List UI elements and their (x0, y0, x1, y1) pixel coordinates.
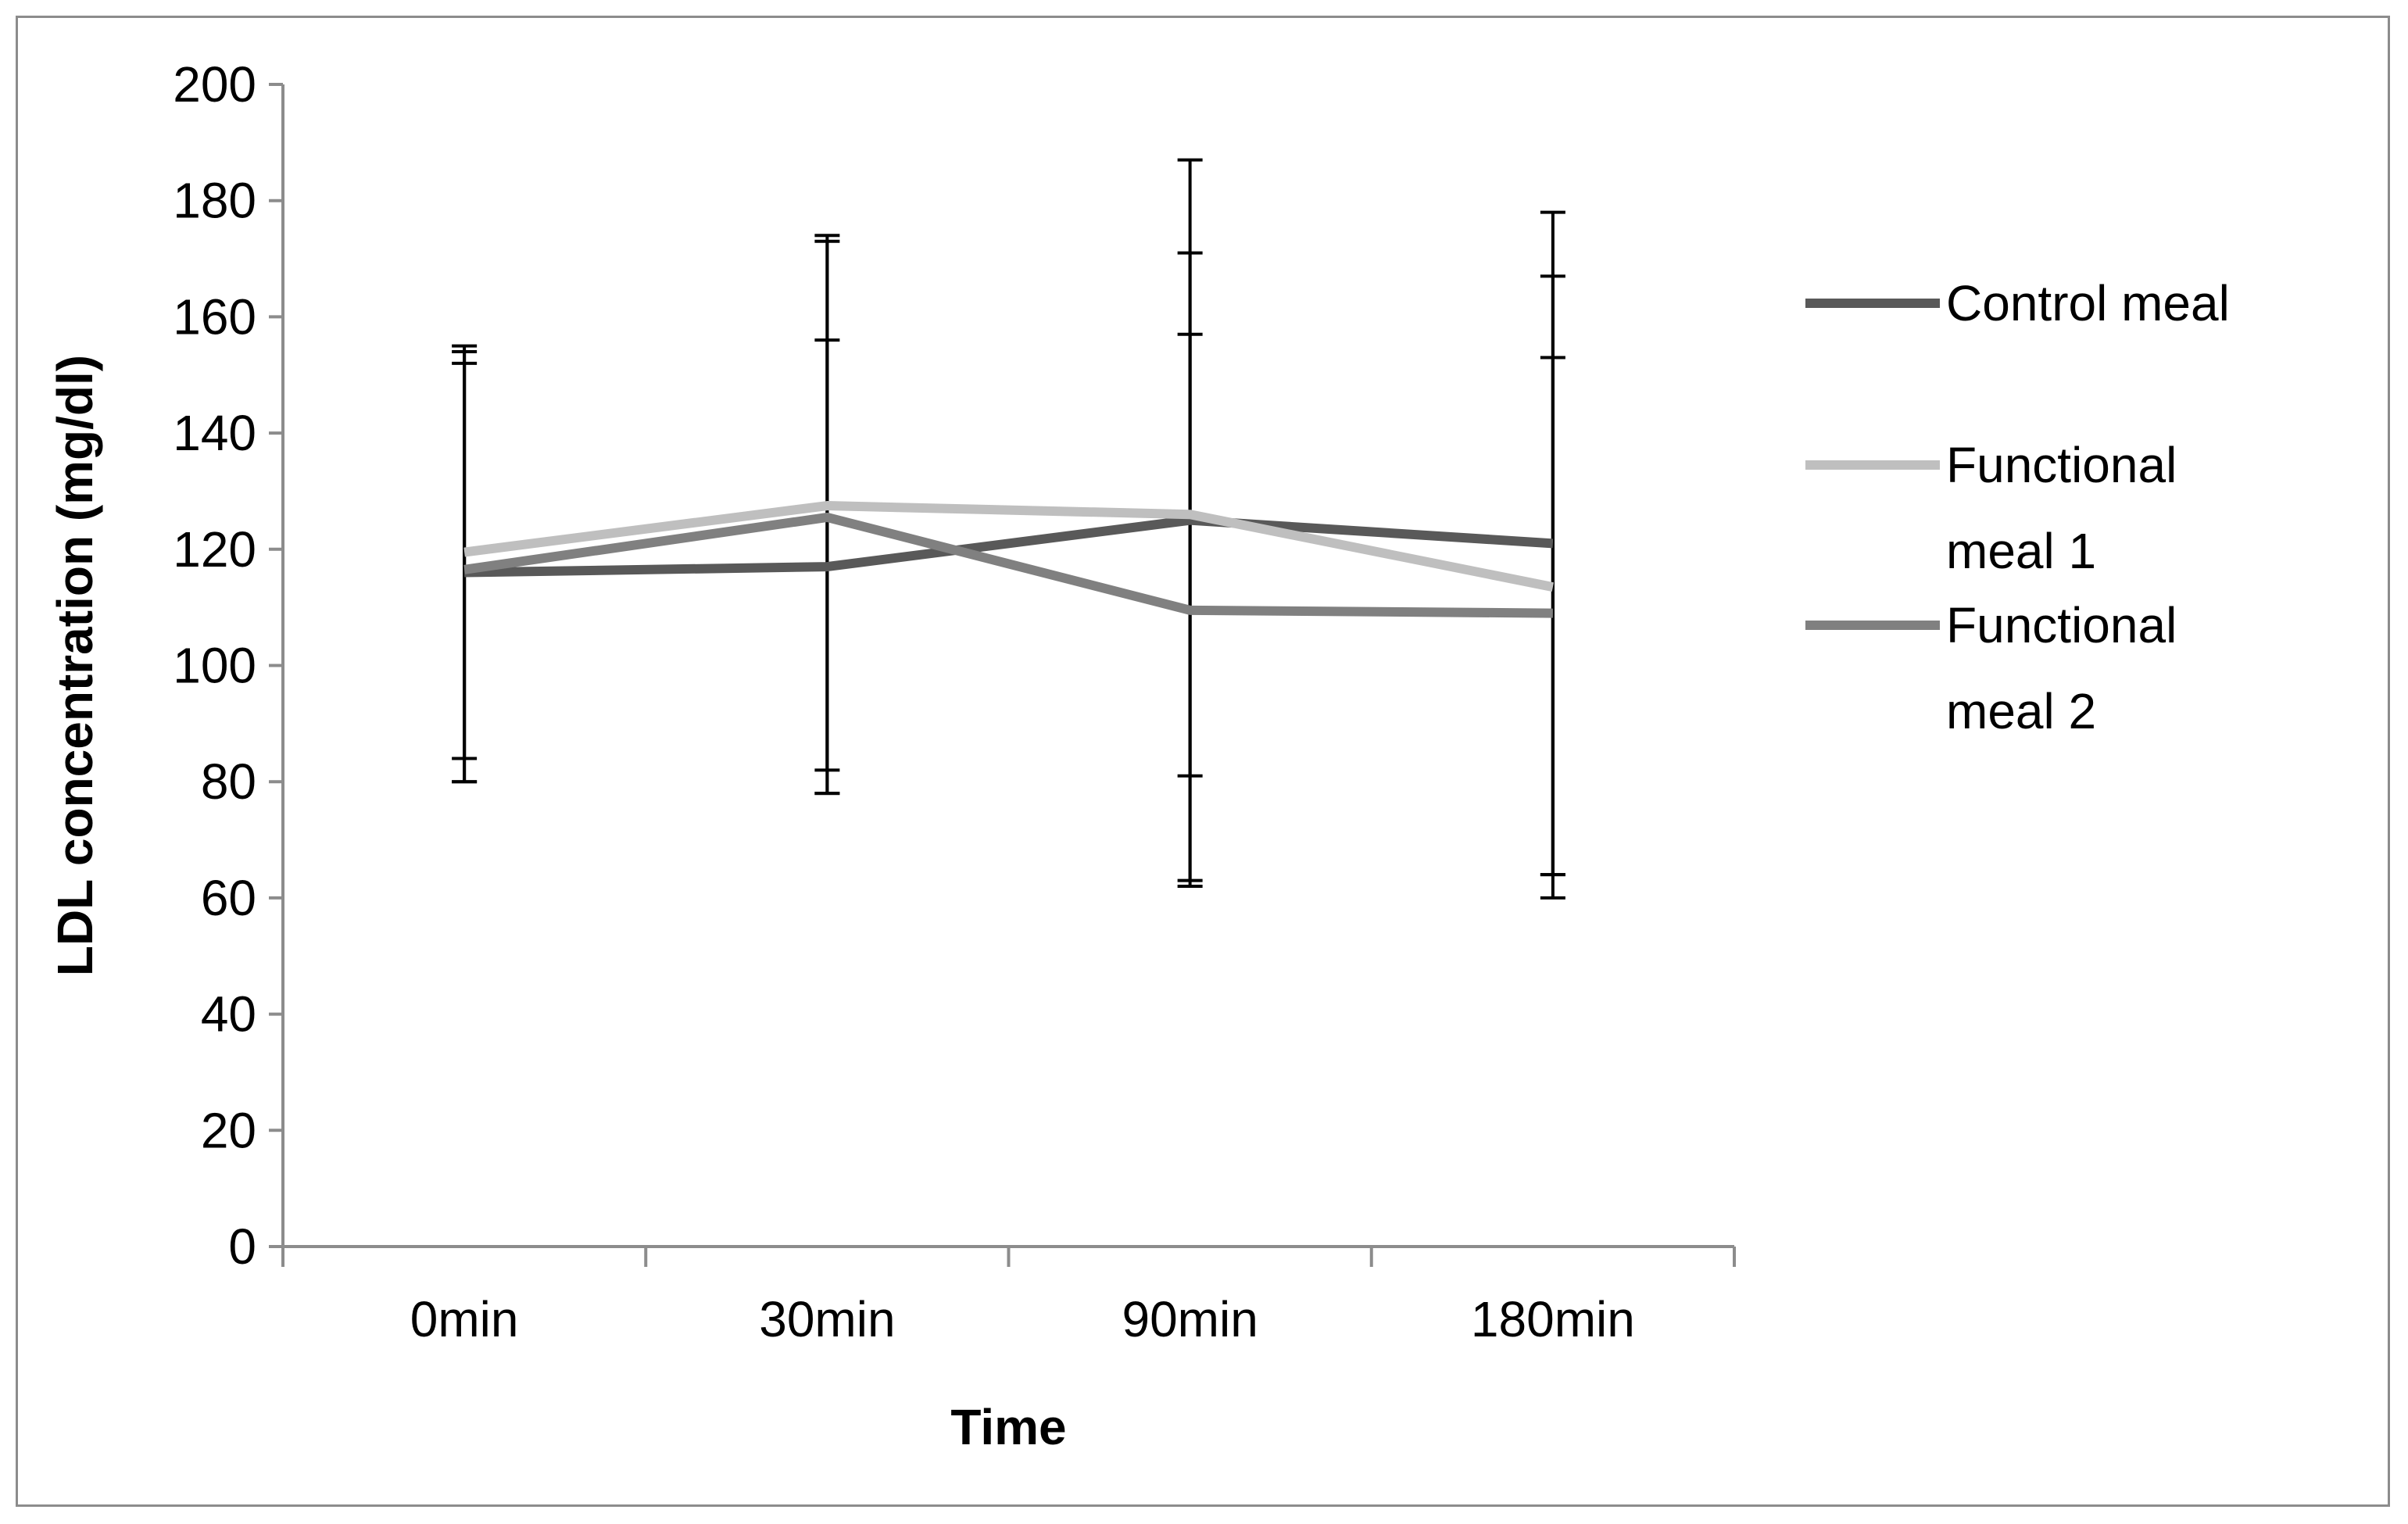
legend-label: meal 1 (1946, 523, 2096, 579)
legend-label: Functional (1946, 597, 2177, 653)
x-tick-label: 90min (1122, 1291, 1258, 1347)
x-tick-label: 30min (759, 1291, 895, 1347)
y-tick-label: 200 (173, 56, 256, 113)
y-tick-label: 160 (173, 288, 256, 345)
legend-label: meal 2 (1946, 683, 2096, 739)
y-tick-label: 20 (201, 1102, 256, 1158)
y-tick-label: 60 (201, 870, 256, 926)
y-tick-label: 80 (201, 753, 256, 810)
y-tick-label: 180 (173, 173, 256, 229)
x-tick-label: 180min (1471, 1291, 1635, 1347)
y-tick-label: 120 (173, 521, 256, 578)
y-tick-label: 100 (173, 638, 256, 694)
legend-label: Control meal (1946, 275, 2230, 331)
y-tick-label: 140 (173, 405, 256, 461)
legend-label: Functional (1946, 437, 2177, 493)
series-line-1 (464, 515, 1554, 578)
series-lines (463, 501, 1555, 618)
series-line-2 (463, 501, 1555, 592)
chart-frame (16, 16, 2390, 1507)
y-tick-label: 40 (201, 986, 256, 1043)
series-line-3 (463, 512, 1553, 618)
x-tick-label: 0min (410, 1291, 519, 1347)
y-axis-title: LDL concentration (mg/dl) (47, 355, 103, 976)
axis-labels: Time LDL concentration (mg/dl) (47, 355, 1067, 1455)
y-tick-label: 0 (228, 1218, 256, 1275)
x-axis-title: Time (950, 1399, 1066, 1455)
axes: 0 20 40 60 80 100 120 140 160 180 200 0min 30min 90mi… (173, 56, 1736, 1347)
legend: Control meal Functional meal 1 Functional me… (1805, 275, 2230, 739)
